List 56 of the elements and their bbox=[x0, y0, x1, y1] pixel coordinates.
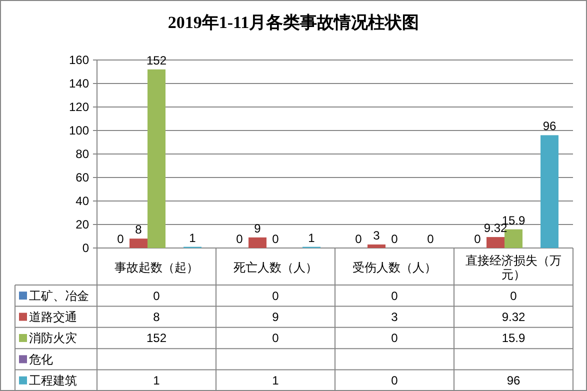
data-label: 0 bbox=[510, 288, 518, 303]
legend-label: 工程建筑 bbox=[29, 374, 77, 388]
y-tick-label: 120 bbox=[68, 100, 90, 114]
text: 1 bbox=[189, 230, 196, 245]
y-tick-label: 40 bbox=[76, 194, 90, 208]
data-label: 0 bbox=[272, 288, 280, 303]
bar bbox=[248, 237, 266, 248]
x-tick-label: 直接经济损失（万元） bbox=[466, 254, 562, 282]
y-tick-label: 80 bbox=[76, 147, 90, 162]
text: 96 bbox=[542, 119, 556, 134]
data-label: 8 bbox=[153, 310, 160, 324]
y-tick-label: 0 bbox=[82, 241, 90, 256]
data-label: 9 bbox=[272, 310, 280, 324]
x-tick-label: 死亡人数（人） bbox=[234, 260, 318, 275]
text: 8 bbox=[135, 222, 142, 237]
text: 0 bbox=[391, 232, 398, 246]
text: 0 bbox=[236, 232, 243, 246]
chart-title: 2019年1-11月各类事故情况柱状图 bbox=[168, 13, 420, 32]
y-tick-label: 160 bbox=[68, 53, 90, 68]
text: 1 bbox=[308, 230, 315, 245]
legend-label: 危化 bbox=[29, 352, 53, 366]
data-label: 152 bbox=[146, 331, 167, 346]
text: 0 bbox=[355, 232, 362, 246]
bar bbox=[504, 229, 522, 248]
text: 0 bbox=[272, 232, 279, 246]
text: 0 bbox=[117, 232, 124, 246]
bar bbox=[368, 244, 386, 248]
data-label: 96 bbox=[506, 374, 520, 388]
y-tick-label: 20 bbox=[76, 218, 90, 232]
legend-label: 工矿、冶金 bbox=[29, 288, 89, 303]
legend-label: 消防火灾 bbox=[29, 331, 77, 346]
data-label: 9.32 bbox=[502, 310, 526, 324]
bar bbox=[486, 237, 504, 248]
data-label: 15.9 bbox=[502, 331, 526, 346]
data-label: 0 bbox=[391, 288, 398, 303]
text: 152 bbox=[146, 53, 167, 68]
text: 0 bbox=[427, 232, 434, 246]
text: 0 bbox=[474, 232, 481, 246]
bar bbox=[148, 69, 166, 248]
data-label: 1 bbox=[272, 374, 280, 388]
bar bbox=[130, 238, 148, 248]
data-label: 0 bbox=[153, 288, 160, 303]
data-label: 0 bbox=[391, 374, 398, 388]
data-label: 0 bbox=[391, 331, 398, 346]
data-label: 0 bbox=[272, 331, 280, 346]
x-tick-label: 事故起数（起） bbox=[114, 260, 198, 275]
y-tick-label: 60 bbox=[76, 170, 90, 185]
x-tick-label: 受伤人数（人） bbox=[352, 260, 436, 275]
data-label: 3 bbox=[391, 310, 398, 324]
text: 9 bbox=[254, 221, 261, 236]
text: 3 bbox=[373, 228, 380, 242]
legend-label: 道路交通 bbox=[29, 310, 77, 324]
y-tick-label: 100 bbox=[68, 124, 90, 138]
data-label: 1 bbox=[153, 374, 160, 388]
y-tick-label: 140 bbox=[68, 76, 90, 91]
bar bbox=[540, 135, 558, 248]
